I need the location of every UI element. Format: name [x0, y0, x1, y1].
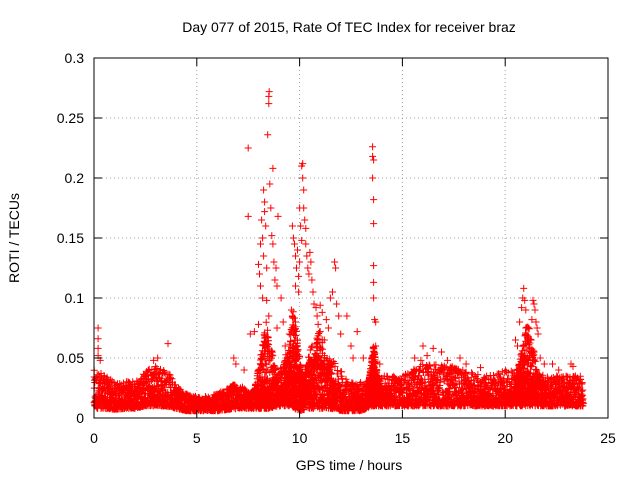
- y-tick-label: 0.3: [65, 50, 85, 66]
- x-tick-label: 0: [90, 430, 98, 446]
- y-tick-label: 0.05: [57, 350, 84, 366]
- y-tick-label: 0.15: [57, 230, 84, 246]
- y-tick-label: 0.1: [65, 290, 85, 306]
- plot-frame: [93, 57, 609, 419]
- y-axis-label: ROTI / TECUs: [6, 193, 22, 283]
- x-tick-label: 5: [193, 430, 201, 446]
- x-tick-label: 10: [292, 430, 308, 446]
- x-axis-label: GPS time / hours: [296, 457, 403, 473]
- y-tick-label: 0.2: [65, 170, 85, 186]
- chart-title: Day 077 of 2015, Rate Of TEC Index for r…: [182, 19, 516, 35]
- x-tick-label: 20: [497, 430, 513, 446]
- y-tick-label: 0.25: [57, 110, 84, 126]
- x-tick-label: 25: [600, 430, 616, 446]
- axes: [93, 57, 609, 419]
- x-tick-label: 15: [395, 430, 411, 446]
- data-points: [90, 88, 587, 415]
- roti-point-markers: [90, 88, 587, 415]
- y-tick-label: 0: [76, 410, 84, 426]
- tick-labels: 0 5 10 15 20 25 0 0.05 0.1 0.15 0.2 0.25 0.3: [57, 50, 616, 446]
